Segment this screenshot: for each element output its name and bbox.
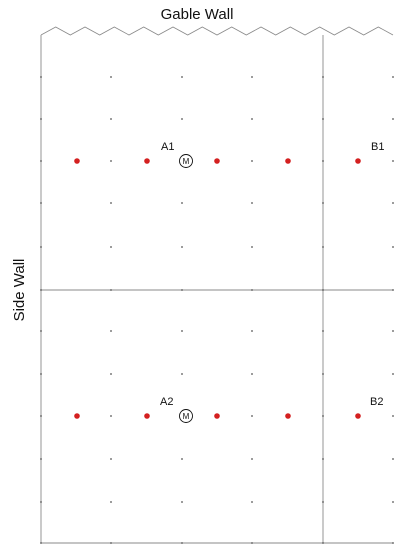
- zone-label-a2: A2: [160, 396, 173, 408]
- grid-dot: [181, 542, 183, 544]
- grid-dot: [322, 118, 324, 120]
- sensor-point: [285, 413, 291, 419]
- gable-wall-title: Gable Wall: [161, 6, 234, 23]
- meter-a1-letter: M: [183, 157, 190, 166]
- zone-label-a1: A1: [161, 141, 174, 153]
- grid-dot: [181, 76, 183, 78]
- grid-dot: [110, 160, 112, 162]
- zone-label-b2: B2: [370, 396, 383, 408]
- grid-dot: [392, 458, 394, 460]
- grid-dot: [322, 160, 324, 162]
- grid-dot: [40, 289, 42, 291]
- zone-label-b1: B1: [371, 141, 384, 153]
- grid-dot: [251, 118, 253, 120]
- grid-dot: [110, 501, 112, 503]
- sensor-point: [144, 158, 150, 164]
- grid-dot: [322, 542, 324, 544]
- grid-dot: [392, 289, 394, 291]
- grid-dot: [181, 330, 183, 332]
- grid-dot: [40, 542, 42, 544]
- grid-dot: [251, 373, 253, 375]
- grid-dot: [110, 542, 112, 544]
- sensor-point: [74, 413, 80, 419]
- grid-dot: [392, 501, 394, 503]
- floor-frame: [40, 35, 393, 544]
- grid-dot: [392, 160, 394, 162]
- grid-dots: [40, 76, 394, 544]
- meter-a2-letter: M: [183, 412, 190, 421]
- grid-dot: [322, 415, 324, 417]
- grid-dot: [40, 160, 42, 162]
- grid-dot: [322, 202, 324, 204]
- grid-dot: [110, 330, 112, 332]
- grid-dot: [110, 373, 112, 375]
- grid-dot: [322, 76, 324, 78]
- grid-dot: [251, 289, 253, 291]
- grid-dot: [110, 458, 112, 460]
- sensor-points: [74, 158, 361, 419]
- grid-dot: [110, 118, 112, 120]
- grid-dot: [40, 246, 42, 248]
- grid-dot: [322, 289, 324, 291]
- grid-dot: [251, 501, 253, 503]
- grid-dot: [251, 542, 253, 544]
- grid-dot: [40, 415, 42, 417]
- grid-dot: [40, 458, 42, 460]
- grid-dot: [392, 415, 394, 417]
- grid-dot: [322, 458, 324, 460]
- meter-symbol-a1: M: [179, 154, 193, 168]
- grid-dot: [40, 501, 42, 503]
- grid-dot: [251, 458, 253, 460]
- grid-dot: [251, 415, 253, 417]
- grid-dot: [181, 501, 183, 503]
- grid-dot: [110, 76, 112, 78]
- grid-dot: [392, 542, 394, 544]
- grid-dot: [251, 202, 253, 204]
- grid-dot: [181, 202, 183, 204]
- grid-dot: [392, 76, 394, 78]
- sensor-point: [285, 158, 291, 164]
- sensor-point: [355, 158, 361, 164]
- side-wall-title: Side Wall: [11, 259, 28, 322]
- grid-dot: [322, 373, 324, 375]
- grid-dot: [40, 118, 42, 120]
- grid-dot: [251, 76, 253, 78]
- gable-wall-zigzag: [40, 26, 394, 36]
- meter-symbol-a2: M: [179, 409, 193, 423]
- grid-dot: [110, 289, 112, 291]
- grid-dot: [40, 373, 42, 375]
- grid-dot: [40, 330, 42, 332]
- grid-dot: [40, 76, 42, 78]
- grid-dot: [110, 202, 112, 204]
- grid-dot: [251, 330, 253, 332]
- grid-dot: [322, 246, 324, 248]
- grid-dot: [322, 330, 324, 332]
- sensor-point: [214, 413, 220, 419]
- grid-dot: [392, 373, 394, 375]
- grid-dot: [392, 330, 394, 332]
- grid-dot: [392, 118, 394, 120]
- grid-dot: [181, 289, 183, 291]
- grid-dot: [181, 458, 183, 460]
- grid-dot: [40, 202, 42, 204]
- sensor-point: [74, 158, 80, 164]
- grid-dot: [181, 118, 183, 120]
- grid-dot: [181, 246, 183, 248]
- grid-dot: [251, 246, 253, 248]
- grid-dot: [322, 501, 324, 503]
- sensor-point: [214, 158, 220, 164]
- grid-dot: [392, 202, 394, 204]
- sensor-point: [355, 413, 361, 419]
- sensor-point: [144, 413, 150, 419]
- grid-dot: [392, 246, 394, 248]
- grid-dot: [110, 246, 112, 248]
- grid-dot: [181, 373, 183, 375]
- grid-dot: [110, 415, 112, 417]
- grid-dot: [251, 160, 253, 162]
